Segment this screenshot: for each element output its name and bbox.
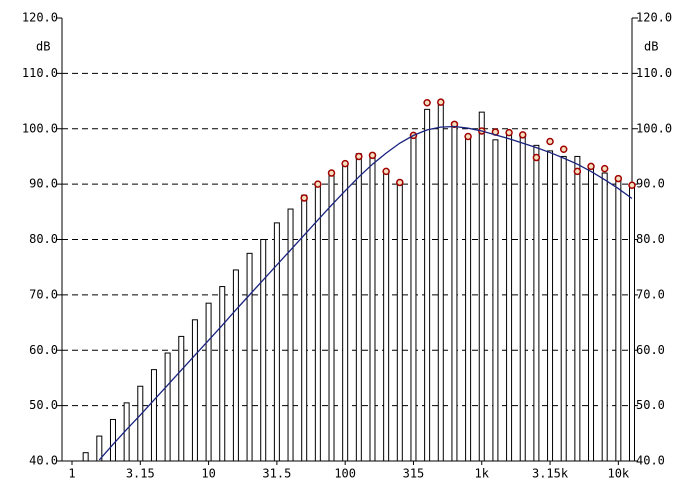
- marker: [546, 137, 554, 146]
- y-axis-label: dB: [36, 40, 50, 54]
- curve: [98, 125, 633, 461]
- x-tick-label: 1k: [475, 467, 490, 481]
- marker: [314, 180, 322, 188]
- bar: [560, 155, 567, 462]
- y-tick-label: 50.0: [29, 398, 58, 412]
- x-tick-label: 10k: [607, 467, 629, 481]
- y-tick-label-right: 60.0: [636, 343, 665, 357]
- bar: [287, 208, 294, 462]
- marker: [628, 181, 636, 189]
- marker: [600, 164, 609, 173]
- bar: [478, 111, 485, 462]
- bar: [342, 161, 349, 462]
- bar: [260, 239, 267, 462]
- bar: [150, 369, 157, 462]
- bar: [424, 108, 431, 462]
- y-tick-label-right: 50.0: [636, 398, 665, 412]
- y-tick-label-right: 40.0: [636, 454, 665, 468]
- bar: [164, 352, 171, 462]
- marker: [505, 128, 513, 137]
- bar: [519, 136, 526, 462]
- bar: [205, 302, 212, 462]
- x-tick-label: 1: [68, 467, 75, 481]
- bar: [178, 335, 185, 462]
- bar: [506, 131, 513, 462]
- y-tick-label-right: 70.0: [636, 287, 665, 301]
- bar: [533, 144, 540, 462]
- y-tick-label: 120.0: [22, 11, 58, 25]
- bar: [451, 122, 458, 462]
- y-axis-label-right: dB: [644, 40, 658, 54]
- marker: [300, 194, 308, 202]
- bar: [369, 155, 376, 462]
- marker: [341, 159, 349, 168]
- bar: [109, 418, 116, 462]
- bar: [232, 269, 239, 462]
- bar: [383, 169, 390, 462]
- y-tick-label: 110.0: [22, 66, 58, 80]
- marker: [355, 152, 363, 161]
- bar: [547, 150, 554, 462]
- x-tick-label: 3.15k: [532, 467, 569, 481]
- x-tick-label: 10: [201, 467, 215, 481]
- bar: [492, 139, 499, 462]
- bar: [314, 183, 321, 462]
- marker: [587, 162, 595, 171]
- marker: [614, 174, 623, 183]
- bar: [437, 100, 444, 462]
- marker: [396, 178, 404, 187]
- y-tick-label: 70.0: [29, 287, 58, 301]
- bar: [191, 319, 198, 462]
- marker: [327, 169, 336, 177]
- y-tick-label: 80.0: [29, 232, 58, 246]
- y-tick-label: 90.0: [29, 177, 58, 191]
- bar: [137, 385, 144, 462]
- y-tick-label: 60.0: [29, 343, 58, 357]
- y-tick-label-right: 120.0: [636, 11, 672, 25]
- bar: [465, 136, 472, 462]
- bar: [615, 178, 622, 462]
- bar: [246, 252, 253, 462]
- bar: [82, 452, 89, 462]
- marker: [532, 153, 541, 162]
- y-tick-label: 100.0: [22, 121, 58, 135]
- y-tick-label-right: 80.0: [636, 232, 665, 246]
- marker: [382, 167, 390, 176]
- marker: [368, 151, 377, 160]
- marker: [518, 131, 527, 139]
- bar: [96, 435, 103, 462]
- y-tick-label: 40.0: [29, 454, 58, 468]
- marker: [423, 98, 431, 107]
- bar: [355, 153, 362, 462]
- bar: [410, 133, 417, 462]
- y-tick-label-right: 110.0: [636, 66, 672, 80]
- x-tick-label: 100: [334, 467, 356, 481]
- x-tick-label: 31.5: [262, 467, 291, 481]
- bar: [601, 172, 608, 462]
- bar: [629, 183, 635, 462]
- bar: [396, 180, 403, 462]
- bar: [574, 155, 581, 462]
- x-tick-label: 315: [403, 467, 425, 481]
- marker: [559, 145, 568, 153]
- x-tick-label: 3.15: [126, 467, 155, 481]
- bar: [219, 286, 226, 462]
- marker: [437, 98, 445, 106]
- y-tick-label-right: 90.0: [636, 177, 665, 191]
- bar: [588, 167, 595, 462]
- y-tick-label-right: 100.0: [636, 121, 672, 135]
- marker: [450, 120, 459, 129]
- bar: [328, 172, 335, 462]
- bar: [273, 222, 280, 462]
- marker: [573, 167, 582, 176]
- marker: [464, 132, 472, 141]
